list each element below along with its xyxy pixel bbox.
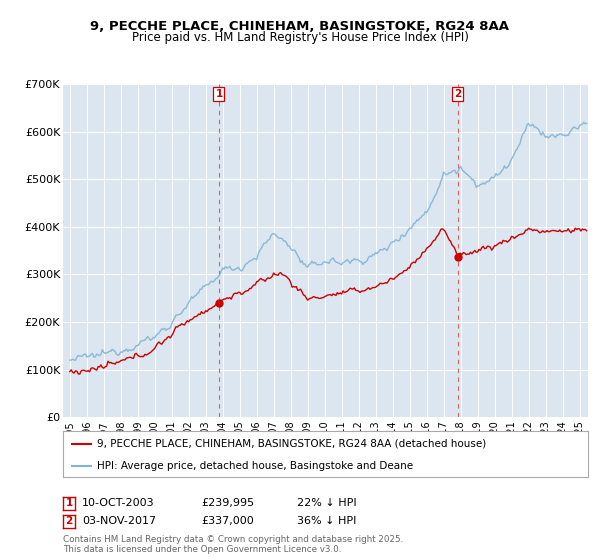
Text: HPI: Average price, detached house, Basingstoke and Deane: HPI: Average price, detached house, Basi…: [97, 461, 413, 470]
Text: 1: 1: [65, 498, 73, 508]
Text: £239,995: £239,995: [201, 498, 254, 508]
Text: Price paid vs. HM Land Registry's House Price Index (HPI): Price paid vs. HM Land Registry's House …: [131, 31, 469, 44]
Text: 2: 2: [454, 89, 461, 99]
Text: 9, PECCHE PLACE, CHINEHAM, BASINGSTOKE, RG24 8AA: 9, PECCHE PLACE, CHINEHAM, BASINGSTOKE, …: [91, 20, 509, 32]
Text: 22% ↓ HPI: 22% ↓ HPI: [297, 498, 356, 508]
Text: 10-OCT-2003: 10-OCT-2003: [82, 498, 155, 508]
Text: 03-NOV-2017: 03-NOV-2017: [82, 516, 157, 526]
Text: Contains HM Land Registry data © Crown copyright and database right 2025.
This d: Contains HM Land Registry data © Crown c…: [63, 535, 403, 554]
Text: 9, PECCHE PLACE, CHINEHAM, BASINGSTOKE, RG24 8AA (detached house): 9, PECCHE PLACE, CHINEHAM, BASINGSTOKE, …: [97, 438, 487, 449]
Text: 2: 2: [65, 516, 73, 526]
Text: £337,000: £337,000: [201, 516, 254, 526]
Text: 36% ↓ HPI: 36% ↓ HPI: [297, 516, 356, 526]
Text: 1: 1: [215, 89, 223, 99]
